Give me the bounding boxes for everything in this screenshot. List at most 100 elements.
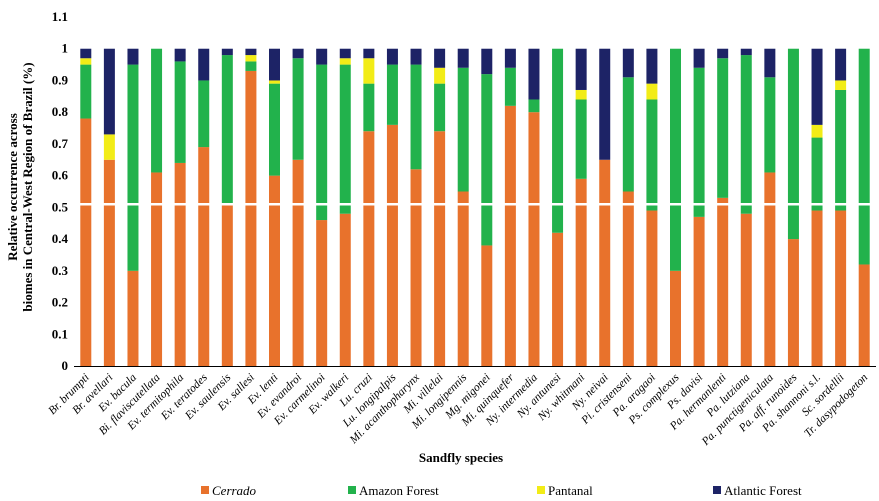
legend-swatch	[537, 486, 545, 494]
bar-segment-atlantic-forest	[127, 48, 139, 65]
bar-segment-amazon-forest	[528, 99, 540, 113]
bar-segment-amazon-forest	[835, 89, 847, 211]
bar-segment-cerrado	[103, 159, 115, 366]
bar-segment-cerrado	[764, 172, 776, 366]
bar-segment-atlantic-forest	[103, 48, 115, 135]
y-tick-label: 0.4	[52, 231, 69, 246]
bar-segment-cerrado	[386, 124, 398, 366]
bar-segment-amazon-forest	[269, 83, 280, 176]
bar-segment-pantanal	[363, 58, 375, 84]
bar-segment-cerrado	[245, 70, 257, 366]
bar-segment-amazon-forest	[198, 80, 210, 148]
bar-segment-atlantic-forest	[269, 48, 280, 81]
legend-swatch	[201, 486, 209, 494]
bar-segment-cerrado	[670, 270, 681, 366]
bar-segment-cerrado	[339, 213, 351, 366]
x-axis-title: Sandfly species	[419, 450, 503, 465]
bar-segment-atlantic-forest	[434, 48, 446, 68]
bar-segment-amazon-forest	[339, 64, 351, 214]
y-tick-label: 1.1	[52, 9, 68, 24]
bar-segment-atlantic-forest	[292, 48, 304, 59]
y-tick-label: 0.9	[52, 72, 69, 87]
bar-segment-amazon-forest	[504, 67, 516, 106]
y-tick-label: 0.6	[52, 168, 69, 183]
legend-swatch	[348, 486, 356, 494]
bar-segment-atlantic-forest	[622, 48, 634, 78]
bar-segment-amazon-forest	[575, 99, 587, 179]
bar-segment-amazon-forest	[811, 137, 823, 211]
bar-segment-atlantic-forest	[363, 48, 375, 59]
bar-segment-amazon-forest	[646, 99, 658, 211]
bar-segment-pantanal	[80, 58, 92, 65]
bar-segment-atlantic-forest	[599, 48, 611, 160]
y-tick-label: 0.5	[52, 199, 69, 214]
bar-segment-pantanal	[835, 80, 847, 90]
bar-segment-amazon-forest	[151, 48, 163, 173]
bar-segment-cerrado	[835, 210, 847, 366]
bar-segment-amazon-forest	[858, 48, 870, 265]
bar-segment-cerrado	[174, 162, 186, 366]
legend-swatch	[713, 486, 721, 494]
bar-segment-atlantic-forest	[835, 48, 847, 81]
legend: Cerrado Amazon Forest Pantanal Atlantic For…	[201, 483, 802, 498]
y-tick-label: 0.2	[52, 295, 68, 310]
bar-segment-pantanal	[575, 89, 587, 100]
bar-segment-cerrado	[693, 216, 705, 366]
bar-segment-pantanal	[811, 124, 823, 138]
bar-segment-amazon-forest	[670, 48, 681, 271]
bar-segment-amazon-forest	[174, 61, 186, 163]
bars-layer	[80, 48, 870, 366]
bar-segment-cerrado	[646, 210, 658, 366]
bar-segment-amazon-forest	[80, 64, 92, 119]
bar-segment-cerrado	[740, 213, 752, 366]
y-tick-label: 0	[62, 358, 69, 373]
bar-segment-cerrado	[269, 175, 280, 366]
bar-segment-pantanal	[646, 83, 658, 100]
bar-segment-atlantic-forest	[717, 48, 729, 59]
bar-segment-amazon-forest	[787, 48, 799, 240]
bar-segment-cerrado	[622, 191, 634, 366]
bar-segment-cerrado	[504, 105, 516, 366]
y-axis-ticks: 0 0.1 0.2 0.3 0.4 0.5 0.6 0.7 0.8 0.9 1 1.1	[52, 9, 69, 373]
bar-segment-atlantic-forest	[693, 48, 705, 68]
legend-label: Cerrado	[212, 483, 257, 498]
bar-segment-cerrado	[552, 232, 564, 366]
bar-segment-atlantic-forest	[198, 48, 210, 81]
bar-segment-cerrado	[80, 118, 92, 366]
bar-segment-atlantic-forest	[316, 48, 328, 65]
bar-segment-cerrado	[858, 264, 870, 366]
y-tick-label: 0.8	[52, 104, 69, 119]
bar-segment-amazon-forest	[693, 67, 705, 217]
bar-segment-amazon-forest	[316, 64, 328, 221]
bar-segment-atlantic-forest	[504, 48, 516, 68]
bar-segment-amazon-forest	[457, 67, 469, 192]
bar-segment-cerrado	[410, 169, 422, 366]
bar-segment-amazon-forest	[481, 74, 493, 246]
bar-segment-amazon-forest	[622, 77, 634, 192]
bar-segment-pantanal	[269, 80, 280, 84]
legend-label: Atlantic Forest	[724, 483, 802, 498]
bar-segment-amazon-forest	[410, 64, 422, 170]
y-axis-title-line-2: biomes in Central-West Region of Brazil …	[20, 62, 35, 311]
bar-segment-atlantic-forest	[646, 48, 658, 84]
bar-segment-cerrado	[292, 159, 304, 366]
y-tick-label: 1	[62, 41, 69, 56]
bar-segment-amazon-forest	[386, 64, 398, 125]
y-axis-title: Relative occurrence across biomes in Cen…	[5, 62, 35, 311]
bar-segment-pantanal	[434, 67, 446, 84]
bar-segment-cerrado	[198, 147, 210, 366]
y-tick-label: 0.7	[52, 136, 69, 151]
bar-segment-atlantic-forest	[245, 48, 257, 56]
bar-segment-cerrado	[811, 210, 823, 366]
bar-segment-atlantic-forest	[481, 48, 493, 75]
bar-segment-atlantic-forest	[221, 48, 233, 56]
y-tick-label: 0.3	[52, 263, 69, 278]
bar-segment-pantanal	[339, 58, 351, 65]
bar-segment-atlantic-forest	[80, 48, 92, 59]
bar-segment-amazon-forest	[717, 58, 729, 198]
bar-segment-pantanal	[245, 55, 257, 62]
bar-segment-atlantic-forest	[811, 48, 823, 125]
bar-segment-cerrado	[316, 220, 328, 366]
